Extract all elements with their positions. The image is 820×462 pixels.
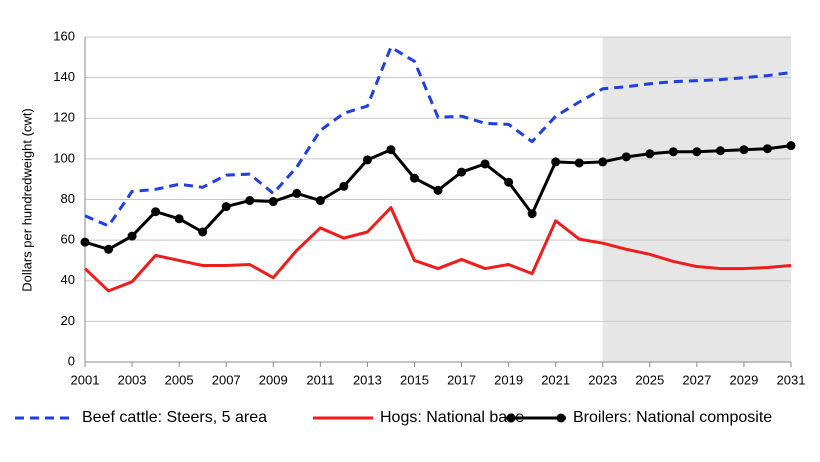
point-marker xyxy=(480,159,490,169)
series-line xyxy=(84,45,792,228)
x-tick-label: 2019 xyxy=(494,372,523,387)
legend-marker xyxy=(556,413,566,423)
y-tick-label: 40 xyxy=(61,272,75,287)
point-marker xyxy=(715,146,725,156)
y-tick-label: 60 xyxy=(61,232,75,247)
x-tick-label: 2023 xyxy=(588,372,617,387)
point-marker xyxy=(362,155,372,165)
y-tick-label: 0 xyxy=(68,353,75,368)
point-marker xyxy=(433,185,443,195)
point-marker xyxy=(339,181,349,191)
point-marker xyxy=(645,149,655,159)
legend-label: Broilers: National composite xyxy=(573,409,772,426)
x-tick-label: 2007 xyxy=(212,372,241,387)
x-tick-label: 2005 xyxy=(165,372,194,387)
y-tick-label: 100 xyxy=(53,150,75,165)
x-tick-label: 2029 xyxy=(729,372,758,387)
point-marker xyxy=(174,214,184,224)
legend-marker xyxy=(506,413,516,423)
point-marker xyxy=(292,188,302,198)
point-marker xyxy=(551,157,561,167)
point-marker xyxy=(198,227,208,237)
y-tick-label: 140 xyxy=(53,69,75,84)
point-marker xyxy=(127,231,137,241)
series-line xyxy=(83,206,792,293)
y-axis-label: Dollars per hundredweight (cwt) xyxy=(19,108,34,292)
point-marker xyxy=(786,141,796,151)
y-tick-label: 80 xyxy=(61,191,75,206)
point-marker xyxy=(692,147,702,157)
y-tick-label: 120 xyxy=(53,110,75,125)
y-tick-label: 20 xyxy=(61,313,75,328)
point-marker xyxy=(386,145,396,155)
point-marker xyxy=(315,196,325,206)
y-tick-label: 160 xyxy=(53,28,75,43)
legend-label: Hogs: National base xyxy=(380,409,524,426)
x-tick-label: 2015 xyxy=(400,372,429,387)
point-marker xyxy=(221,202,231,212)
x-tick-label: 2003 xyxy=(118,372,147,387)
point-marker xyxy=(504,177,514,187)
point-marker xyxy=(457,167,467,177)
point-marker xyxy=(621,152,631,162)
point-marker xyxy=(598,157,608,167)
x-tick-label: 2031 xyxy=(777,372,806,387)
x-tick-label: 2025 xyxy=(635,372,664,387)
point-marker xyxy=(739,145,749,155)
x-tick-label: 2013 xyxy=(353,372,382,387)
point-marker xyxy=(268,197,278,207)
point-marker xyxy=(409,173,419,183)
point-marker xyxy=(104,244,114,254)
x-tick-label: 2021 xyxy=(541,372,570,387)
x-tick-label: 2011 xyxy=(306,372,334,387)
point-marker xyxy=(668,147,678,157)
point-marker xyxy=(574,158,584,168)
point-marker xyxy=(527,209,537,219)
point-marker xyxy=(762,144,772,154)
point-marker xyxy=(80,237,90,247)
x-tick-label: 2027 xyxy=(682,372,711,387)
legend-label: Beef cattle: Steers, 5 area xyxy=(82,409,267,426)
x-tick-label: 2017 xyxy=(447,372,476,387)
x-tick-label: 2009 xyxy=(259,372,288,387)
x-tick-label: 2001 xyxy=(71,372,100,387)
point-marker xyxy=(151,207,161,217)
point-marker xyxy=(245,196,255,206)
